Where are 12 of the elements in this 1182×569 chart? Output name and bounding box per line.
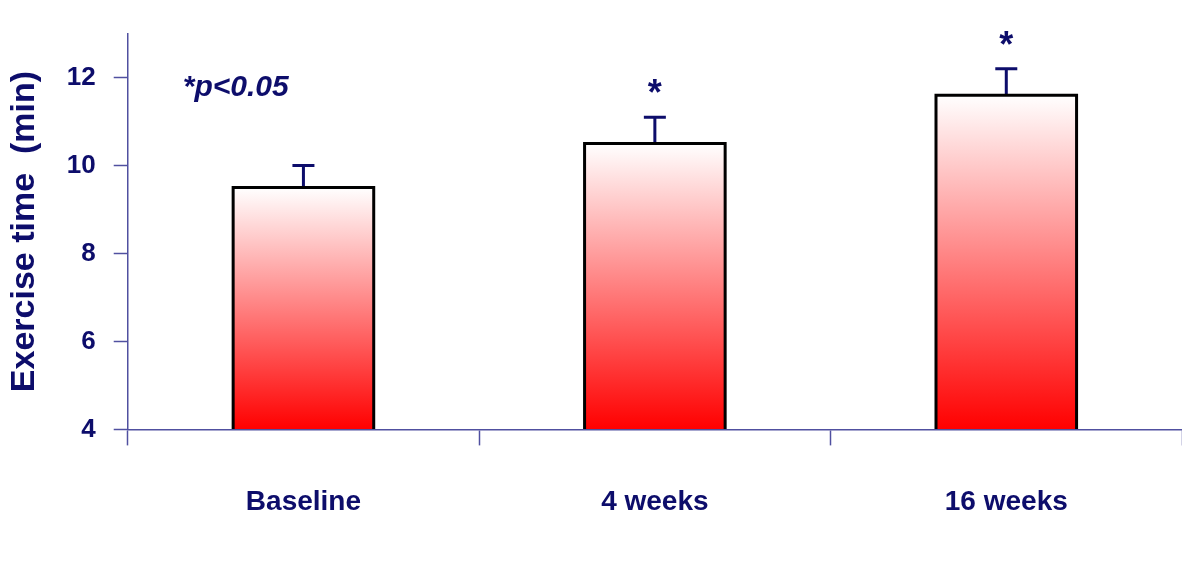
y-tick-label: 4: [81, 412, 97, 443]
x-tick-label: Baseline: [245, 484, 362, 516]
annotation: *: [647, 72, 662, 114]
annotation: *p<0.05: [182, 69, 290, 103]
y-tick-label: 12: [66, 60, 96, 91]
y-tick-label: 6: [81, 324, 96, 355]
y-tick-label: 10: [66, 148, 96, 179]
x-tick-label: 4 weeks: [601, 484, 709, 516]
y-tick-label: 8: [81, 236, 96, 267]
x-tick-label: 16 weeks: [944, 484, 1068, 516]
annotation: *: [999, 23, 1014, 65]
y-axis-title: Exercise time (min): [2, 70, 41, 393]
